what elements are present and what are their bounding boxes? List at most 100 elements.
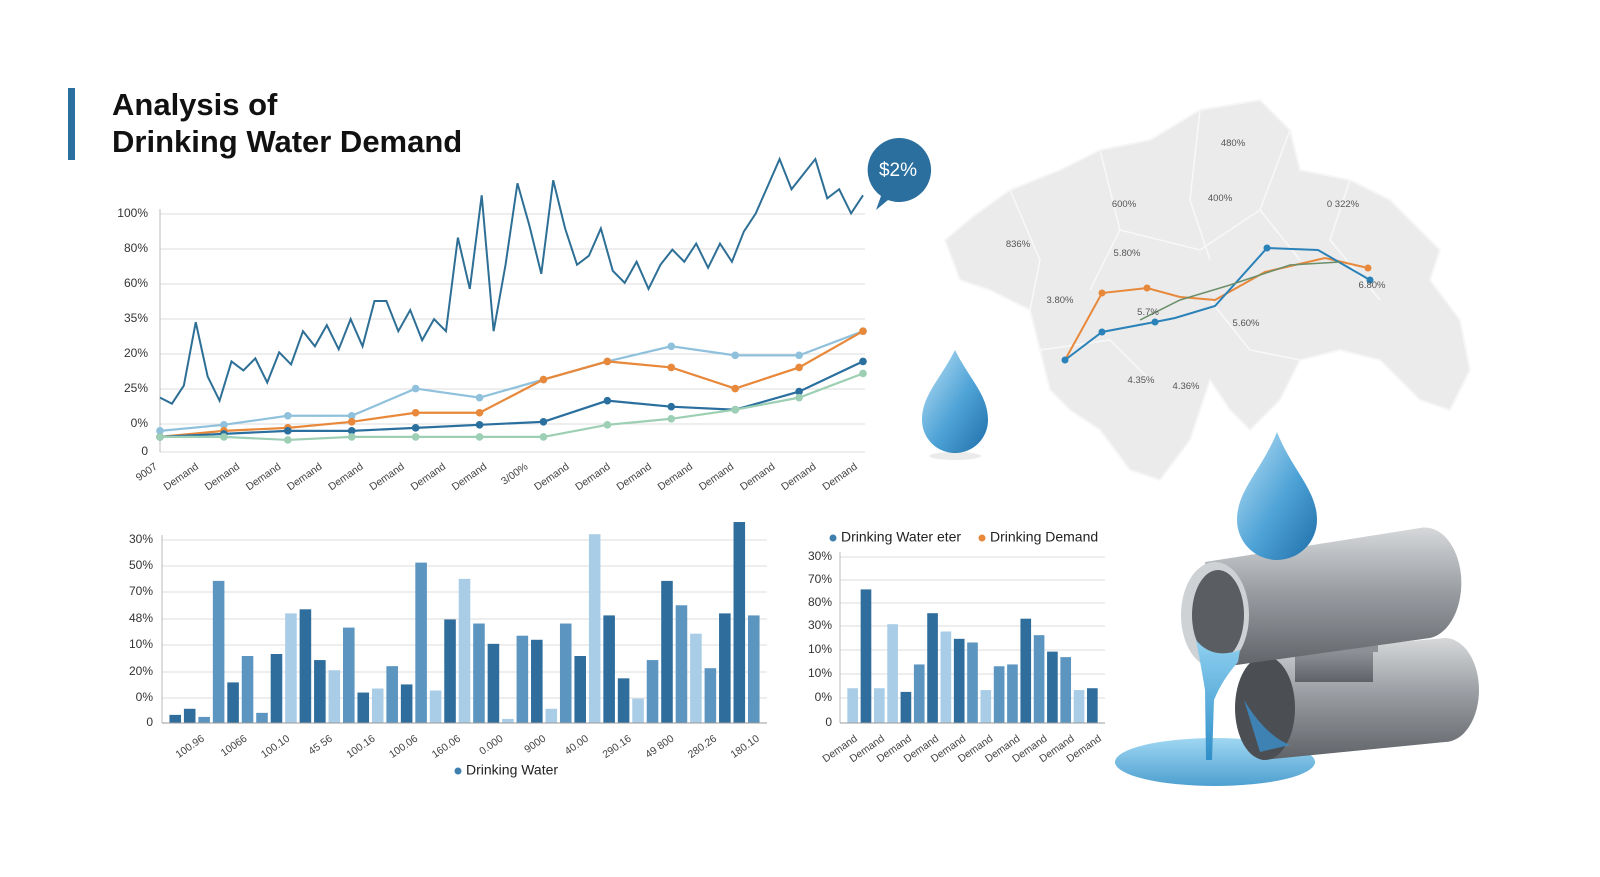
- bar: [873, 688, 885, 723]
- map-point: [1098, 328, 1106, 336]
- line-marker: [795, 351, 803, 360]
- bar: [704, 668, 717, 723]
- y-axis-label: 0: [146, 715, 153, 729]
- bar: [632, 698, 644, 723]
- pipe-opening: [1192, 570, 1244, 660]
- bar: [980, 690, 992, 723]
- bar: [1033, 635, 1045, 723]
- bar: [927, 613, 938, 723]
- legend-label: Drinking Demand: [990, 529, 1098, 545]
- pipe: [1115, 527, 1479, 786]
- line-marker: [220, 421, 228, 429]
- x-tick-label: 290.16: [600, 733, 633, 761]
- bar: [531, 639, 543, 723]
- x-tick-label: Demand: [573, 461, 613, 494]
- y-axis-label: 0: [141, 444, 148, 458]
- legend-dot: [829, 534, 837, 542]
- line-marker: [539, 375, 548, 384]
- map-label: 480%: [1221, 138, 1246, 149]
- y-axis-label: 70%: [808, 572, 832, 586]
- bar: [719, 613, 731, 723]
- map-label: 836%: [1006, 239, 1031, 250]
- x-tick-label: 9000: [522, 733, 548, 756]
- line-marker: [284, 427, 292, 435]
- x-tick-label: Demand: [450, 461, 490, 494]
- y-axis-label: 20%: [129, 664, 153, 678]
- bar: [574, 656, 586, 723]
- x-tick-label: Demand: [161, 461, 201, 494]
- x-tick-label: 100.10: [259, 733, 292, 761]
- bar: [603, 615, 615, 723]
- bar: [256, 712, 268, 723]
- y-axis-label: 0%: [815, 690, 833, 704]
- y-axis-label: 10%: [808, 642, 832, 656]
- bar: [940, 631, 952, 723]
- bar: [473, 623, 485, 723]
- x-tick-label: Demand: [532, 461, 572, 494]
- pipe-water: [1244, 700, 1290, 752]
- y-axis-label: 70%: [129, 584, 153, 598]
- line-marker: [795, 393, 803, 402]
- map-point: [1061, 356, 1069, 364]
- line-marker: [475, 393, 484, 402]
- bar: [169, 714, 182, 723]
- bar: [690, 633, 702, 723]
- line-series: [159, 156, 864, 405]
- x-tick-label: Demand: [820, 461, 860, 494]
- line-series: [159, 360, 864, 438]
- y-axis-label: 80%: [124, 241, 148, 255]
- bar: [400, 684, 413, 723]
- x-tick-label: 45 56: [306, 733, 335, 758]
- y-axis-label: 30%: [808, 618, 832, 632]
- x-tick-label: Demand: [409, 461, 449, 494]
- map-route: [1064, 246, 1371, 361]
- line-marker: [475, 408, 484, 417]
- map: [943, 98, 1472, 482]
- line-marker: [347, 418, 356, 426]
- bar: [285, 613, 297, 723]
- bar: [299, 609, 312, 723]
- y-axis-label: 25%: [124, 381, 148, 395]
- map-route: [1139, 261, 1341, 321]
- title: Drinking Water Demand: [112, 124, 462, 159]
- map-label: 6.80%: [1359, 280, 1386, 291]
- x-tick-label: Demand: [326, 461, 366, 494]
- bar: [1047, 651, 1058, 723]
- bar: [588, 534, 601, 723]
- bar: [733, 522, 746, 723]
- map-point: [1143, 284, 1151, 292]
- bar: [661, 580, 673, 723]
- bar: [900, 691, 912, 723]
- bar: [860, 589, 872, 723]
- legend-dot: [978, 534, 986, 542]
- title: Analysis of: [112, 87, 278, 122]
- bar: [386, 666, 398, 723]
- map-route: [1064, 256, 1369, 361]
- bar: [270, 653, 283, 723]
- map-label: 400%: [1208, 193, 1233, 204]
- title-accent: [68, 88, 75, 160]
- bar: [198, 716, 210, 723]
- bar: [675, 605, 688, 723]
- line-marker: [347, 411, 356, 420]
- y-axis-label: 35%: [124, 311, 148, 325]
- map-land: [943, 98, 1472, 482]
- x-tick-label: 100.96: [174, 733, 207, 761]
- line-marker: [156, 433, 164, 441]
- line-marker: [859, 369, 867, 378]
- x-tick-label: Demand: [697, 461, 737, 494]
- bar: [1087, 688, 1098, 723]
- line-marker: [539, 418, 548, 426]
- water-stream: [1196, 640, 1240, 760]
- y-axis-label: 60%: [124, 276, 148, 290]
- bar: [747, 615, 760, 723]
- line-marker: [731, 405, 739, 414]
- bar: [429, 690, 442, 723]
- x-tick-label: Demand: [367, 461, 407, 494]
- bar: [1073, 690, 1085, 723]
- bar: [953, 638, 965, 723]
- bar: [913, 664, 925, 723]
- bar: [1020, 618, 1032, 723]
